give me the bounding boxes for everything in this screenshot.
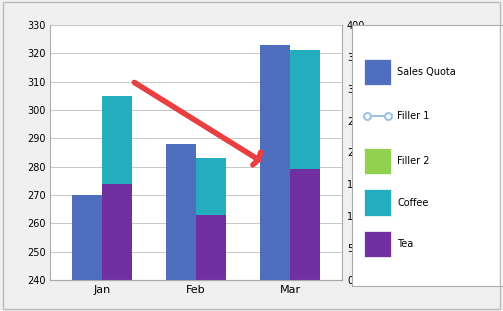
FancyBboxPatch shape	[364, 189, 391, 216]
FancyBboxPatch shape	[364, 148, 391, 174]
Text: Filler 1: Filler 1	[397, 111, 430, 121]
FancyBboxPatch shape	[364, 59, 391, 85]
Bar	[196, 215, 226, 311]
Bar	[166, 144, 196, 311]
Text: Coffee: Coffee	[397, 197, 429, 207]
Bar	[260, 45, 290, 311]
Text: Filler 2: Filler 2	[397, 156, 430, 166]
FancyBboxPatch shape	[364, 231, 391, 258]
Bar	[102, 96, 132, 183]
Text: Sales Quota: Sales Quota	[397, 67, 456, 77]
Bar	[290, 169, 320, 311]
Bar	[290, 50, 320, 169]
Bar	[102, 183, 132, 311]
Bar	[196, 158, 226, 215]
Text: Tea: Tea	[397, 239, 413, 249]
Bar	[72, 195, 102, 311]
